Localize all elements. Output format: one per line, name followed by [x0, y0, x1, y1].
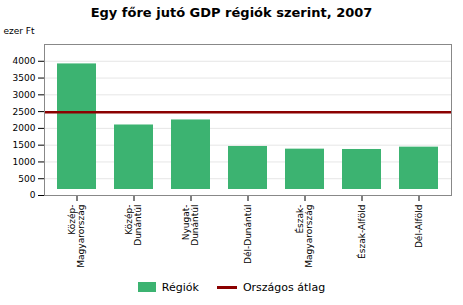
svg-text:2500: 2500	[13, 106, 36, 116]
svg-text:Közép-Dunántúl: Közép-Dunántúl	[124, 205, 143, 246]
svg-text:Nyugat-Dunántúl: Nyugat-Dunántúl	[181, 205, 200, 246]
svg-text:3500: 3500	[13, 73, 36, 83]
svg-text:0: 0	[30, 190, 36, 200]
html-text:Régiók: Régiók	[161, 280, 199, 294]
svg-text:Közép-Magyarország: Közép-Magyarország	[67, 205, 86, 268]
html-text:Egy főre jutó GDP régiók szeri: Egy főre jutó GDP régiók szerint, 2007	[90, 5, 373, 20]
svg-text:1500: 1500	[13, 140, 36, 150]
svg-text:Észak-Alföld: Észak-Alföld	[356, 205, 367, 259]
svg-text:2000: 2000	[13, 123, 36, 133]
svg-text:4000: 4000	[13, 56, 36, 66]
svg-text:Észak-Magyarország: Észak-Magyarország	[294, 205, 314, 268]
svg-text:3000: 3000	[13, 90, 36, 100]
html-text:Országos átlag: Országos átlag	[242, 280, 326, 294]
svg-text:500: 500	[18, 174, 35, 184]
svg-text:ezer Ft: ezer Ft	[4, 26, 36, 36]
svg-text:1000: 1000	[13, 157, 36, 167]
svg-text:Dél-Alföld: Dél-Alföld	[414, 205, 424, 249]
svg-text:Dél-Dunántúl: Dél-Dunántúl	[243, 205, 253, 265]
